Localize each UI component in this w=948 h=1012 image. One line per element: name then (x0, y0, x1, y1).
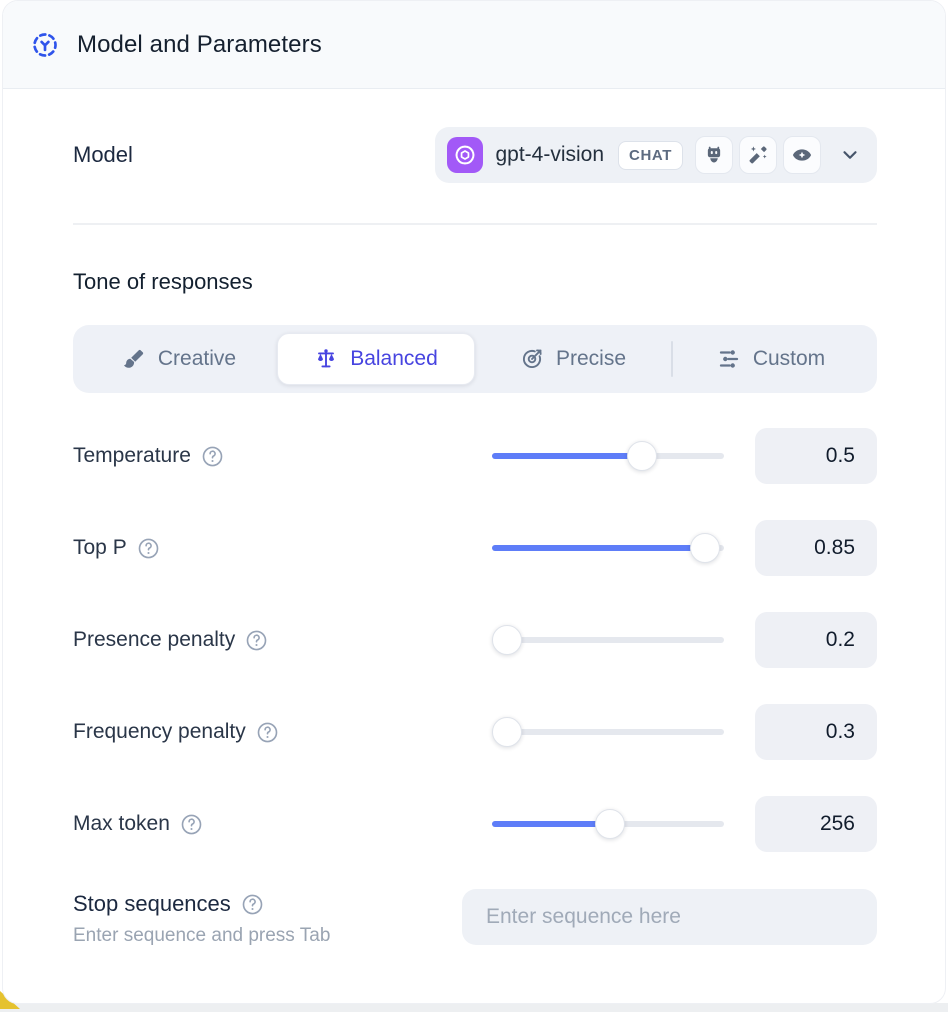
tone-option-precise[interactable]: Precise (475, 333, 671, 385)
magic-wand-chip[interactable] (739, 136, 777, 174)
target-icon (520, 347, 544, 371)
balance-icon (314, 347, 338, 371)
robot-icon (703, 144, 725, 166)
slider-track[interactable] (492, 637, 724, 643)
stop-sequences-row: Stop sequences Enter sequence and press … (73, 889, 877, 947)
tone-option-custom[interactable]: Custom (673, 333, 869, 385)
slider-fill (492, 821, 611, 827)
chat-badge: CHAT (618, 140, 683, 170)
slider-fill (492, 545, 720, 551)
panel-header: Model and Parameters (3, 1, 945, 89)
slider-thumb[interactable] (492, 717, 522, 747)
tone-segmented-control: Creative Balanced Precise Custom (73, 325, 877, 393)
sliders-icon (717, 347, 741, 371)
vision-eye-chip[interactable] (783, 136, 821, 174)
vision-eye-icon (791, 144, 813, 166)
slider-thumb[interactable] (595, 809, 626, 839)
max-token-value[interactable]: 256 (755, 796, 877, 852)
tone-option-label: Custom (752, 347, 826, 370)
brush-icon (122, 347, 146, 371)
presence-penalty-label: Presence penalty (73, 628, 236, 651)
presence-penalty-value[interactable]: 0.2 (755, 612, 877, 668)
slider-thumb[interactable] (689, 533, 720, 563)
tone-option-creative[interactable]: Creative (81, 333, 277, 385)
stop-sequences-helper-text: Enter sequence and press Tab (73, 925, 331, 946)
help-icon[interactable] (241, 893, 264, 916)
slider-fill (492, 453, 648, 459)
top-p-value[interactable]: 0.85 (755, 520, 877, 576)
model-selector[interactable]: gpt-4-vision CHAT (435, 127, 877, 183)
slider-thumb[interactable] (492, 625, 522, 655)
parameter-row-presence-penalty: Presence penalty 0.2 (73, 612, 877, 668)
chevron-down-icon[interactable] (839, 144, 861, 166)
tone-option-label: Precise (555, 347, 627, 370)
tone-heading: Tone of responses (73, 269, 253, 294)
slider-presence-penalty[interactable] (492, 625, 724, 655)
openai-logo-icon (447, 137, 484, 173)
tone-option-label: Creative (157, 347, 237, 370)
parameter-row-frequency-penalty: Frequency penalty 0.3 (73, 704, 877, 760)
help-icon[interactable] (245, 629, 268, 652)
help-icon[interactable] (201, 445, 224, 468)
temperature-value[interactable]: 0.5 (755, 428, 877, 484)
tone-option-label: Balanced (350, 347, 438, 370)
page-background-strip (0, 1003, 948, 1012)
slider-max-token[interactable] (492, 809, 724, 839)
robot-chip[interactable] (695, 136, 733, 174)
help-icon[interactable] (256, 721, 279, 744)
help-icon[interactable] (137, 537, 160, 560)
model-scan-icon (31, 31, 59, 59)
frequency-penalty-value[interactable]: 0.3 (755, 704, 877, 760)
model-label: Model (73, 142, 133, 167)
slider-top-p[interactable] (492, 533, 724, 563)
parameter-row-top-p: Top P 0.85 (73, 520, 877, 576)
help-icon[interactable] (180, 813, 203, 836)
tone-option-balanced[interactable]: Balanced (277, 333, 475, 385)
model-row: Model gpt-4-vision CHAT (73, 127, 877, 183)
parameter-row-max-token: Max token 256 (73, 796, 877, 852)
slider-track[interactable] (492, 729, 724, 735)
max-token-label: Max token (73, 812, 170, 835)
section-divider (73, 223, 877, 225)
stop-sequence-input[interactable] (462, 889, 877, 945)
model-name: gpt-4-vision (495, 143, 605, 166)
slider-temperature[interactable] (492, 441, 724, 471)
segment-divider (671, 341, 673, 377)
magic-wand-icon (747, 144, 769, 166)
parameter-row-temperature: Temperature 0.5 (73, 428, 877, 484)
stop-sequences-label: Stop sequences (73, 891, 231, 916)
slider-thumb[interactable] (627, 441, 658, 471)
temperature-label: Temperature (73, 444, 191, 467)
slider-frequency-penalty[interactable] (492, 717, 724, 747)
top-p-label: Top P (73, 536, 127, 559)
frequency-penalty-label: Frequency penalty (73, 720, 246, 743)
panel-title: Model and Parameters (77, 30, 322, 58)
